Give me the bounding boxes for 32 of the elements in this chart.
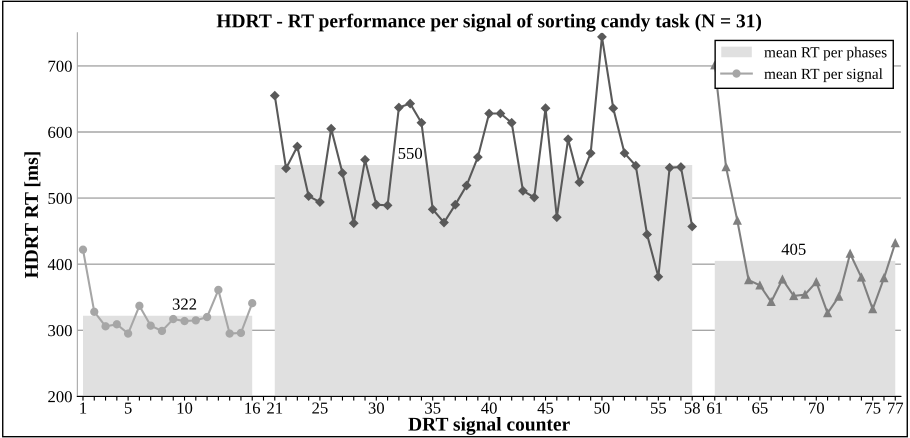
x-tick-label: 30: [368, 402, 384, 414]
x-tick-label: 21: [267, 402, 282, 414]
x-tick-label: 50: [594, 402, 610, 414]
data-label: 405: [782, 244, 806, 255]
y-tick-label: 700: [48, 60, 72, 72]
y-axis-title: HDRT RT [ms]: [24, 152, 40, 278]
chart-title: HDRT - RT performance per signal of sorting candy task (N = 31): [216, 14, 762, 32]
legend-label: mean RT per signal: [764, 68, 883, 82]
y-tick-label: 600: [48, 126, 72, 138]
x-tick-label: 70: [809, 402, 824, 414]
legend-label: mean RT per phases: [764, 46, 887, 61]
x-tick-label: 1: [80, 402, 86, 414]
x-tick-label: 5: [124, 402, 132, 414]
x-axis-title: DRT signal counter: [408, 417, 570, 435]
x-tick-label: 65: [752, 402, 768, 414]
x-tick-label: 55: [650, 402, 666, 414]
x-tick-label: 61: [707, 402, 722, 414]
y-tick-label: 200: [48, 391, 72, 402]
x-tick-label: 45: [538, 402, 554, 414]
x-tick-label: 40: [481, 402, 497, 414]
x-tick-label: 16: [245, 402, 260, 414]
x-tick-label: 77: [888, 402, 904, 414]
x-tick-label: 10: [178, 402, 192, 414]
y-tick-label: 400: [48, 258, 72, 270]
x-tick-label: 25: [312, 402, 328, 414]
x-tick-label: 35: [425, 402, 440, 414]
x-tick-label: 75: [865, 402, 880, 414]
x-tick-label: 58: [684, 402, 700, 414]
y-tick-label: 300: [48, 324, 72, 336]
data-label: 322: [172, 298, 196, 310]
data-label: 550: [398, 148, 422, 160]
y-tick-label: 500: [48, 192, 72, 204]
